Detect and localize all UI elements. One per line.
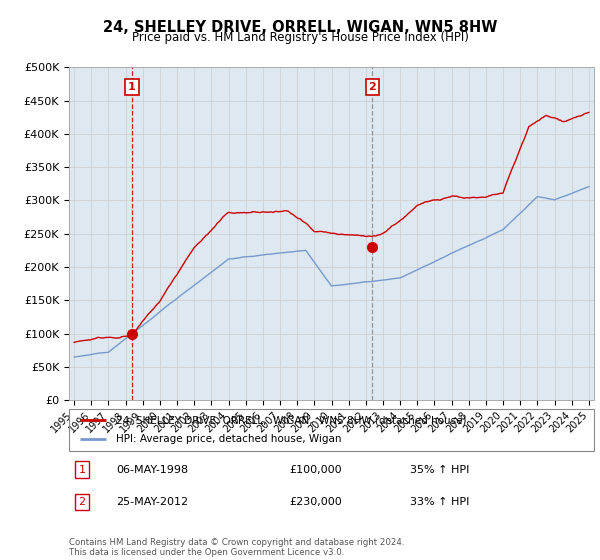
Text: 2: 2 [368,82,376,92]
Text: Contains HM Land Registry data © Crown copyright and database right 2024.
This d: Contains HM Land Registry data © Crown c… [69,538,404,557]
Text: 24, SHELLEY DRIVE, ORRELL,  WIGAN,  WN5 8HW (detached house): 24, SHELLEY DRIVE, ORRELL, WIGAN, WN5 8H… [116,415,467,425]
Text: 1: 1 [79,465,86,475]
Text: Price paid vs. HM Land Registry's House Price Index (HPI): Price paid vs. HM Land Registry's House … [131,31,469,44]
Text: 06-MAY-1998: 06-MAY-1998 [116,465,188,475]
Text: 1: 1 [128,82,136,92]
Text: 24, SHELLEY DRIVE, ORRELL, WIGAN, WN5 8HW: 24, SHELLEY DRIVE, ORRELL, WIGAN, WN5 8H… [103,20,497,35]
Text: HPI: Average price, detached house, Wigan: HPI: Average price, detached house, Wiga… [116,435,342,445]
Text: 2: 2 [79,497,86,507]
Text: 35% ↑ HPI: 35% ↑ HPI [410,465,470,475]
Text: £230,000: £230,000 [290,497,342,507]
Text: 25-MAY-2012: 25-MAY-2012 [116,497,188,507]
Text: 33% ↑ HPI: 33% ↑ HPI [410,497,470,507]
Text: £100,000: £100,000 [290,465,342,475]
